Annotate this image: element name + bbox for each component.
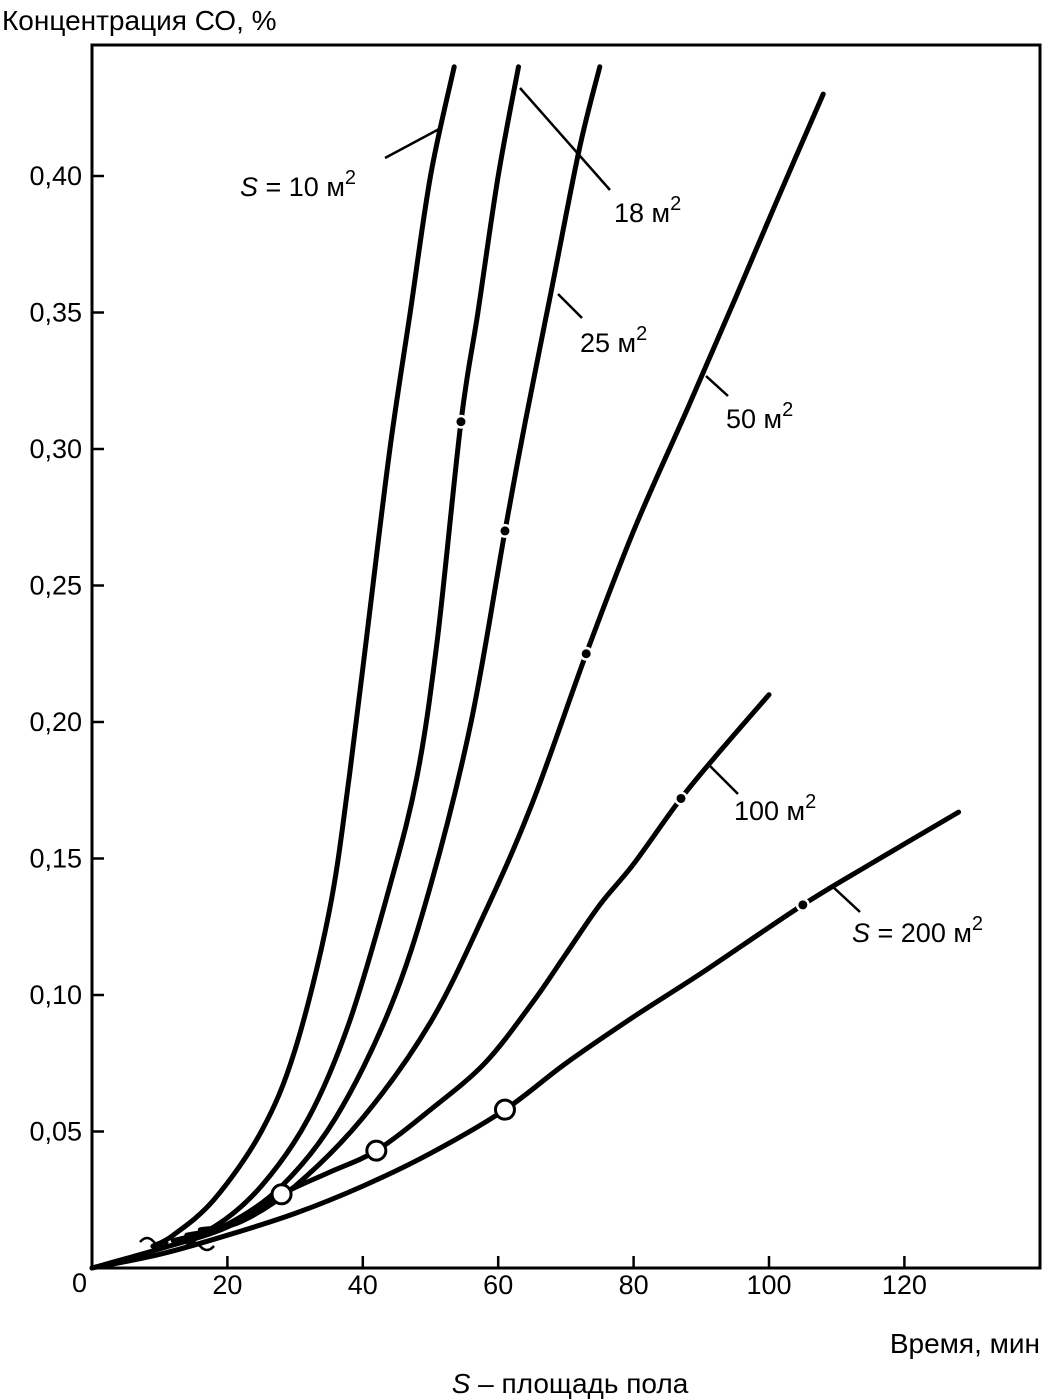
series-line-100 [89, 692, 772, 1271]
chart-title: Концентрация СО, % [2, 5, 277, 36]
plot-frame [90, 43, 1042, 1270]
y-tick-label: 0,15 [29, 844, 82, 874]
series-curves [89, 64, 962, 1271]
open-point [270, 1183, 293, 1206]
series-points [270, 414, 810, 1206]
y-tick-label: 0,30 [29, 434, 82, 464]
series-label-superscript: 2 [972, 913, 983, 935]
series-label-10: S = 10 м2 [240, 167, 356, 202]
series-label-variable: S [852, 918, 878, 948]
x-tick-label: 80 [619, 1270, 649, 1300]
series-label-25: 25 м2 [580, 323, 647, 358]
leader-line-200 [831, 885, 861, 913]
x-tick-label: 60 [483, 1270, 513, 1300]
series-label-superscript: 2 [782, 399, 793, 421]
marked-point [456, 417, 466, 427]
x-axis-label: Время, мин [890, 1328, 1040, 1359]
caption-text: – площадь пола [470, 1368, 688, 1399]
series-label-200: S = 200 м2 [852, 913, 983, 948]
series-label-value: 50 м [726, 404, 782, 434]
x-tick-label: 120 [882, 1270, 927, 1300]
x-tick-label: 40 [348, 1270, 378, 1300]
x-tick-label: 20 [212, 1270, 242, 1300]
caption-variable: S [452, 1368, 471, 1399]
label-leaders [384, 87, 861, 913]
marked-point [581, 649, 591, 659]
series-label-18: 18 м2 [614, 193, 681, 228]
leader-line-25 [557, 293, 583, 319]
x-tick-label: 100 [746, 1270, 791, 1300]
marked-point [798, 900, 808, 910]
series-label-superscript: 2 [805, 791, 816, 813]
series-label-value: = 10 м [266, 172, 345, 202]
y-tick-label: 0,20 [29, 707, 82, 737]
series-label-superscript: 2 [670, 193, 681, 215]
leader-line-50 [705, 375, 729, 397]
y-axis-ticks: 0,05 0,10 0,15 0,20 0,25 0,30 0,35 0,40 [29, 161, 104, 1147]
y-tick-label: 0,10 [29, 980, 82, 1010]
y-tick-label: 0,40 [29, 161, 82, 191]
origin-label: 0 [72, 1268, 87, 1298]
leader-line-18 [519, 87, 611, 191]
series-line-50 [197, 91, 826, 1233]
series-label-value: 18 м [614, 198, 670, 228]
series-label-50: 50 м2 [726, 399, 793, 434]
series-label-superscript: 2 [636, 323, 647, 345]
y-tick-label: 0,25 [29, 571, 82, 601]
open-point [365, 1139, 388, 1162]
series-label-value: = 200 м [878, 918, 972, 948]
series-label-variable: S [240, 172, 266, 202]
series-label-superscript: 2 [345, 167, 356, 189]
y-tick-label: 0,35 [29, 298, 82, 328]
series-line-18 [170, 64, 521, 1244]
marked-point [676, 793, 686, 803]
series-label-value: 100 м [734, 796, 805, 826]
open-point [493, 1098, 516, 1121]
tilde-mark [185, 1240, 215, 1252]
series-line-25 [184, 64, 603, 1238]
x-axis-ticks: 20 40 60 80 100 120 [212, 1256, 927, 1300]
chart-caption: S – площадь пола [452, 1368, 689, 1399]
series-line-10 [150, 64, 457, 1249]
leader-line-100 [707, 763, 739, 795]
leader-line-10 [384, 126, 442, 160]
y-tick-label: 0,05 [29, 1117, 82, 1147]
series-label-value: 25 м [580, 328, 636, 358]
series-label-100: 100 м2 [734, 791, 816, 826]
series-line-200 [89, 809, 962, 1271]
marked-point [500, 526, 510, 536]
tilde-mark [139, 1236, 169, 1248]
